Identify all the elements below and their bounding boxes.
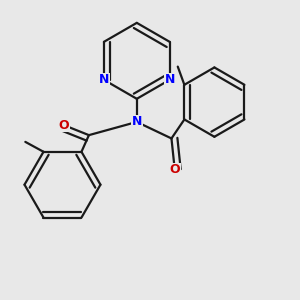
Text: N: N [164, 73, 175, 86]
Text: O: O [169, 163, 180, 176]
Text: N: N [132, 116, 142, 128]
Text: O: O [59, 119, 69, 132]
Text: N: N [99, 73, 109, 86]
